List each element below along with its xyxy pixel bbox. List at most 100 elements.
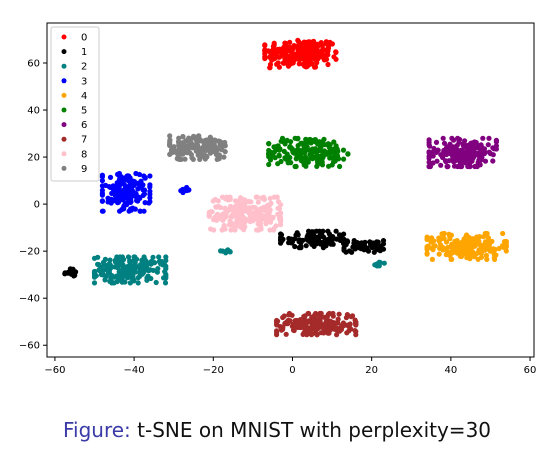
point-digit-7: [324, 320, 330, 326]
point-digit-8: [215, 203, 221, 209]
point-digit-0: [329, 41, 335, 47]
point-digit-8: [263, 221, 269, 227]
point-digit-7: [289, 312, 295, 318]
point-digit-5: [272, 155, 278, 161]
point-digit-6: [426, 137, 432, 143]
point-digit-5: [332, 158, 338, 164]
point-digit-8: [250, 204, 256, 210]
point-digit-1: [345, 239, 351, 245]
point-digit-5: [281, 139, 287, 145]
point-digit-5: [285, 160, 291, 166]
legend-label-3: 3: [81, 76, 87, 87]
point-digit-6: [462, 138, 468, 144]
point-digit-1: [296, 245, 302, 251]
point-digit-5: [334, 153, 341, 159]
point-digit-0: [319, 47, 325, 53]
point-digit-1: [62, 270, 68, 276]
point-digit-6: [471, 139, 478, 145]
point-digit-3: [99, 178, 105, 184]
point-digit-3: [132, 206, 138, 212]
point-digit-2: [112, 264, 118, 270]
point-digit-9: [214, 156, 220, 162]
point-digit-4: [503, 243, 509, 250]
y-tick-label: 0: [34, 200, 40, 211]
legend-marker-4: [61, 92, 67, 98]
point-digit-8: [232, 227, 238, 233]
point-digit-4: [452, 238, 458, 245]
point-digit-1: [311, 243, 317, 249]
point-digit-9: [221, 154, 227, 160]
point-digit-7: [300, 331, 306, 337]
point-digit-3: [147, 188, 153, 194]
point-digit-1: [361, 243, 367, 249]
point-digit-6: [426, 159, 432, 165]
point-digit-5: [314, 156, 320, 162]
point-digit-7: [334, 332, 340, 338]
point-digit-0: [301, 56, 307, 62]
point-digit-1: [371, 249, 377, 255]
point-digit-5: [304, 144, 310, 150]
point-digit-2: [91, 280, 98, 286]
point-digit-8: [236, 201, 242, 207]
point-digit-3: [118, 181, 124, 187]
point-digit-5: [327, 142, 333, 148]
point-digit-0: [275, 60, 281, 66]
point-digit-2: [117, 268, 123, 274]
point-digit-8: [224, 209, 230, 215]
point-digit-6: [447, 141, 453, 147]
point-digit-2: [163, 257, 169, 264]
point-digit-9: [219, 146, 225, 152]
point-digit-5: [275, 161, 281, 167]
point-digit-1: [343, 249, 349, 255]
point-digit-3: [147, 182, 153, 188]
point-digit-2: [381, 260, 387, 266]
x-tick-label: 60: [524, 365, 537, 376]
legend-label-2: 2: [81, 62, 87, 73]
point-digit-0: [321, 53, 327, 59]
point-digit-7: [326, 310, 332, 317]
point-digit-9: [218, 140, 224, 146]
point-digit-1: [361, 247, 367, 253]
point-digit-7: [303, 323, 309, 330]
point-digit-2: [163, 271, 169, 277]
point-digit-9: [216, 152, 222, 158]
point-digit-0: [276, 64, 282, 70]
point-digit-0: [301, 39, 307, 45]
point-digit-6: [472, 151, 478, 157]
point-digit-2: [92, 268, 98, 275]
point-digit-7: [339, 324, 345, 330]
point-digit-3: [99, 208, 105, 214]
point-digit-2: [153, 279, 159, 286]
legend-marker-0: [61, 34, 67, 40]
point-digit-3: [115, 171, 121, 177]
x-tick-label: 0: [289, 365, 295, 376]
point-digit-1: [336, 232, 343, 238]
point-digit-0: [267, 54, 273, 60]
point-digit-0: [309, 61, 315, 67]
point-digit-6: [478, 144, 485, 150]
point-digit-3: [120, 196, 126, 202]
point-digit-7: [335, 316, 341, 322]
point-digit-1: [303, 243, 309, 249]
point-digit-1: [333, 228, 339, 234]
point-digit-6: [426, 142, 432, 148]
point-digit-5: [292, 135, 298, 141]
point-digit-4: [464, 233, 470, 239]
point-digit-7: [275, 318, 281, 324]
point-digit-2: [148, 275, 154, 282]
point-digit-3: [113, 194, 119, 200]
point-digit-9: [180, 134, 186, 140]
point-digit-7: [294, 317, 300, 324]
point-digit-6: [486, 135, 492, 141]
point-digit-2: [96, 267, 102, 273]
point-digit-5: [331, 154, 337, 160]
point-digit-5: [345, 151, 351, 157]
point-digit-3: [147, 173, 153, 179]
point-digit-3: [147, 199, 153, 205]
legend-marker-5: [61, 107, 67, 113]
point-digit-6: [491, 146, 497, 152]
point-digit-2: [147, 267, 153, 273]
point-digit-0: [290, 55, 296, 61]
point-digit-7: [330, 313, 336, 319]
point-digit-4: [436, 251, 442, 257]
